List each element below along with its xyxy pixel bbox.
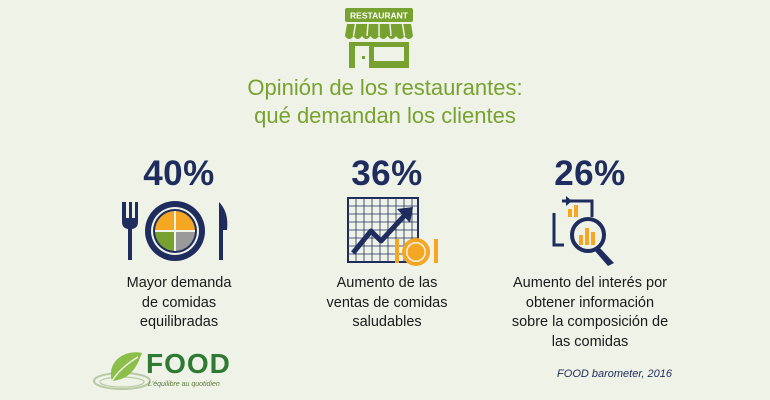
food-logo-tagline: L'équilibre au quotidien: [148, 381, 220, 388]
page-title: Opinión de los restaurantes: qué demanda…: [0, 74, 770, 130]
document-magnifier-icon: [552, 196, 614, 266]
desc-line: equilibradas: [139, 314, 219, 330]
stat-balanced-meals: 40%: [59, 155, 299, 193]
stat-value: 36%: [351, 154, 423, 193]
desc-line: Mayor demanda: [126, 275, 232, 291]
stat-nutrition-info: 26%: [470, 155, 710, 193]
stat-description: Aumento de las ventas de comidas saludab…: [267, 274, 507, 333]
trend-chart-plate-icon: [347, 197, 438, 266]
title-line-2: qué demandan los clientes: [254, 103, 516, 128]
desc-line: las comidas: [551, 333, 629, 350]
stat-healthy-sales: 36%: [267, 155, 507, 193]
source-caption: FOOD barometer, 2016: [557, 368, 672, 380]
stat-value: 26%: [554, 154, 626, 193]
food-logo-word: FOOD: [146, 348, 231, 379]
desc-line: Aumento de las: [336, 275, 438, 291]
restaurant-store-icon: RESTAURANT: [345, 8, 413, 68]
food-logo: [93, 352, 151, 390]
desc-line: obtener información: [525, 294, 655, 311]
title-line-1: Opinión de los restaurantes:: [247, 75, 523, 100]
plate-cutlery-icon: [122, 201, 228, 261]
store-sign-text: RESTAURANT: [350, 11, 409, 21]
desc-line: saludables: [352, 314, 422, 330]
desc-line: Aumento del interés por: [513, 275, 667, 291]
stat-value: 40%: [143, 154, 215, 193]
stat-description: Mayor demanda de comidas equilibradas: [59, 274, 299, 333]
desc-line: ventas de comidas: [326, 294, 448, 311]
desc-line: sobre la composición de: [511, 314, 669, 330]
stat-description: Aumento del interés por obtener informac…: [470, 274, 710, 352]
desc-line: de comidas: [141, 294, 217, 311]
